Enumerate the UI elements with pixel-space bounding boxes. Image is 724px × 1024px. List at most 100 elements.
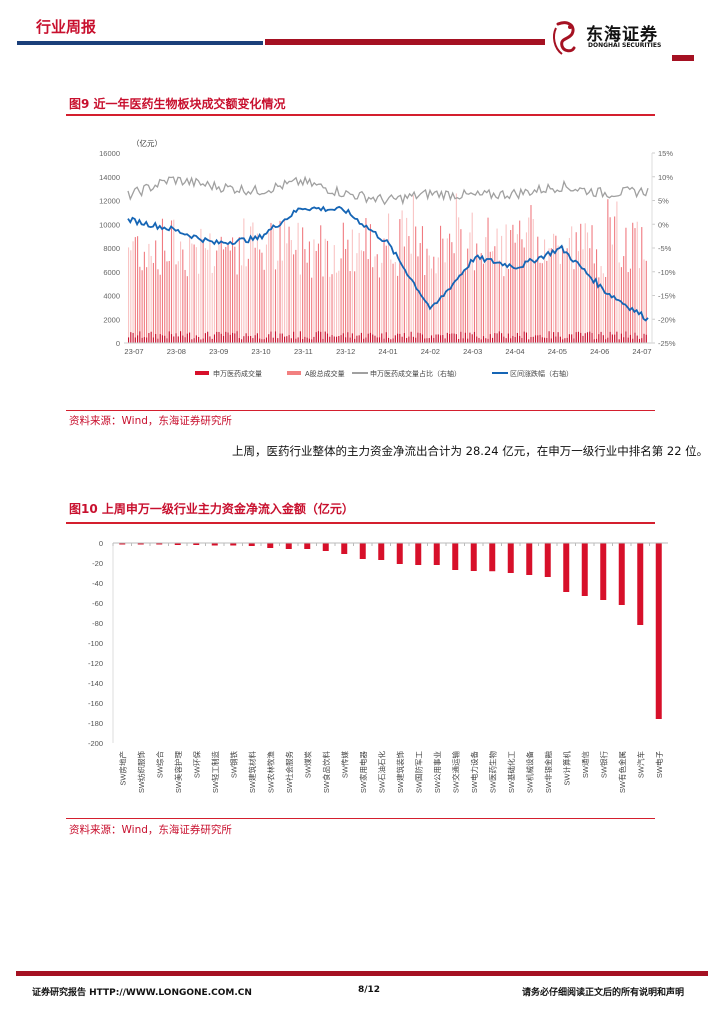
svg-text:SW农林牧渔: SW农林牧渔 (265, 751, 275, 794)
svg-text:SW计算机: SW计算机 (561, 751, 571, 786)
share-line (127, 175, 649, 206)
bar (637, 543, 644, 625)
y-axis: 0 -20 -40 -60 -80 -100 -120 -140 -160 -180 -200 (88, 539, 103, 748)
bar (119, 543, 126, 545)
figure10-source: 资料来源：Wind，东海证券研究所 (69, 824, 232, 836)
bar (433, 543, 440, 565)
svg-text:SW汽车: SW汽车 (635, 751, 645, 779)
figure10-title: 图10 上周申万一级行业主力资金净流入金额（亿元） (69, 502, 354, 516)
left-y-axis: 0 2000 4000 6000 8000 10000 12000 14000 16000 (99, 149, 120, 348)
footer-bar (16, 971, 708, 976)
svg-text:SW纺织服饰: SW纺织服饰 (136, 751, 146, 794)
bar (655, 543, 662, 719)
svg-text:24-02: 24-02 (421, 347, 440, 356)
svg-text:申万医药成交量占比（右轴）: 申万医药成交量占比（右轴） (370, 369, 461, 378)
figure10-chart: 0 -20 -40 -60 -80 -100 -120 -140 -160 -180 -200 SW… (88, 539, 668, 794)
bar (304, 543, 311, 549)
svg-text:SW银行: SW银行 (598, 751, 608, 779)
svg-text:24-05: 24-05 (548, 347, 567, 356)
svg-text:SW煤炭: SW煤炭 (302, 751, 312, 779)
logo-red-bar (672, 55, 694, 61)
bar (137, 543, 144, 545)
figure10-title-rule (66, 522, 655, 524)
svg-text:SW轻工制造: SW轻工制造 (210, 751, 220, 794)
svg-text:24-07: 24-07 (632, 347, 651, 356)
logo-chinese-name: 东海证券 (586, 25, 658, 45)
right-y-axis: 15% 10% 5% 0% -5% -10% -15% -20% -25% (652, 149, 676, 348)
volume-bars (128, 193, 647, 343)
x-axis-ticks: 23-07 23-08 23-09 23-10 23-11 23-12 24-01 24-02… (124, 347, 651, 356)
logo-english-name: DONGHAI SECURITIES (588, 42, 662, 49)
svg-text:SW国防军工: SW国防军工 (413, 751, 423, 794)
report-type-title: 行业周报 (36, 18, 97, 36)
svg-text:-100: -100 (88, 639, 103, 648)
bar (544, 543, 551, 577)
svg-text:23-08: 23-08 (167, 347, 186, 356)
bar (359, 543, 366, 559)
svg-text:-20%: -20% (658, 315, 676, 324)
svg-text:SW家用电器: SW家用电器 (358, 751, 368, 794)
svg-text:-15%: -15% (658, 292, 676, 301)
x-axis-labels: SW房地产 SW纺织服饰 SW综合 SW美容护理 SW环保 SW轻工制造 SW钢铁 SW建筑材… (117, 751, 664, 794)
bar (285, 543, 292, 549)
svg-text:12000: 12000 (99, 197, 120, 206)
svg-text:SW美容护理: SW美容护理 (173, 751, 183, 794)
bar (452, 543, 459, 570)
svg-text:SW通信: SW通信 (580, 751, 590, 779)
svg-text:23-09: 23-09 (209, 347, 228, 356)
svg-text:SW电力设备: SW电力设备 (469, 751, 479, 794)
svg-text:16000: 16000 (99, 149, 120, 158)
svg-text:5%: 5% (658, 197, 669, 206)
svg-text:-200: -200 (88, 739, 103, 748)
bar (248, 543, 255, 546)
bar (581, 543, 588, 596)
svg-text:SW食品饮料: SW食品饮料 (321, 751, 331, 794)
svg-text:SW医药生物: SW医药生物 (487, 751, 497, 794)
svg-text:SW公用事业: SW公用事业 (432, 751, 442, 794)
svg-text:0: 0 (99, 539, 103, 548)
svg-text:SW建筑材料: SW建筑材料 (247, 751, 257, 794)
svg-text:SW石油石化: SW石油石化 (376, 751, 386, 794)
paragraph-text: 上周，医药行业整体的主力资金净流出合计为 28.24 亿元，在申万一级行业中排名… (232, 444, 709, 458)
svg-text:23-12: 23-12 (336, 347, 355, 356)
bar (507, 543, 514, 573)
svg-text:-10%: -10% (658, 268, 676, 277)
svg-text:-20: -20 (92, 559, 103, 568)
bar (526, 543, 533, 575)
svg-text:24-01: 24-01 (378, 347, 397, 356)
bar (396, 543, 403, 564)
svg-text:23-07: 23-07 (124, 347, 143, 356)
bar (211, 543, 218, 546)
svg-text:SW机械设备: SW机械设备 (524, 751, 534, 794)
figure9-bottom-rule (66, 410, 655, 411)
return-line (127, 205, 649, 322)
svg-text:0%: 0% (658, 220, 669, 229)
bar (156, 543, 163, 545)
svg-text:-80: -80 (92, 619, 103, 628)
svg-text:-180: -180 (88, 719, 103, 728)
svg-text:-120: -120 (88, 659, 103, 668)
svg-text:SW有色金属: SW有色金属 (617, 751, 627, 793)
bar (174, 543, 181, 545)
inflow-bars (112, 543, 662, 719)
bar (193, 543, 200, 545)
unit-label: （亿元） (132, 138, 162, 148)
bar (341, 543, 348, 554)
svg-text:24-03: 24-03 (463, 347, 482, 356)
svg-text:SW环保: SW环保 (192, 751, 201, 779)
svg-text:24-04: 24-04 (505, 347, 524, 356)
svg-text:10%: 10% (658, 173, 673, 182)
figure10-bottom-rule (66, 818, 655, 819)
svg-text:8000: 8000 (103, 244, 120, 253)
svg-text:-5%: -5% (658, 244, 672, 253)
svg-text:SW综合: SW综合 (154, 751, 164, 779)
svg-text:SW钢铁: SW钢铁 (228, 751, 238, 779)
bar (600, 543, 607, 600)
svg-text:23-11: 23-11 (294, 347, 313, 356)
svg-text:-160: -160 (88, 699, 103, 708)
svg-text:0: 0 (116, 339, 120, 348)
bar (267, 543, 274, 548)
svg-text:A股总成交量: A股总成交量 (305, 369, 345, 378)
svg-text:SW非银金融: SW非银金融 (543, 751, 553, 794)
svg-text:SW社会服务: SW社会服务 (284, 751, 294, 794)
